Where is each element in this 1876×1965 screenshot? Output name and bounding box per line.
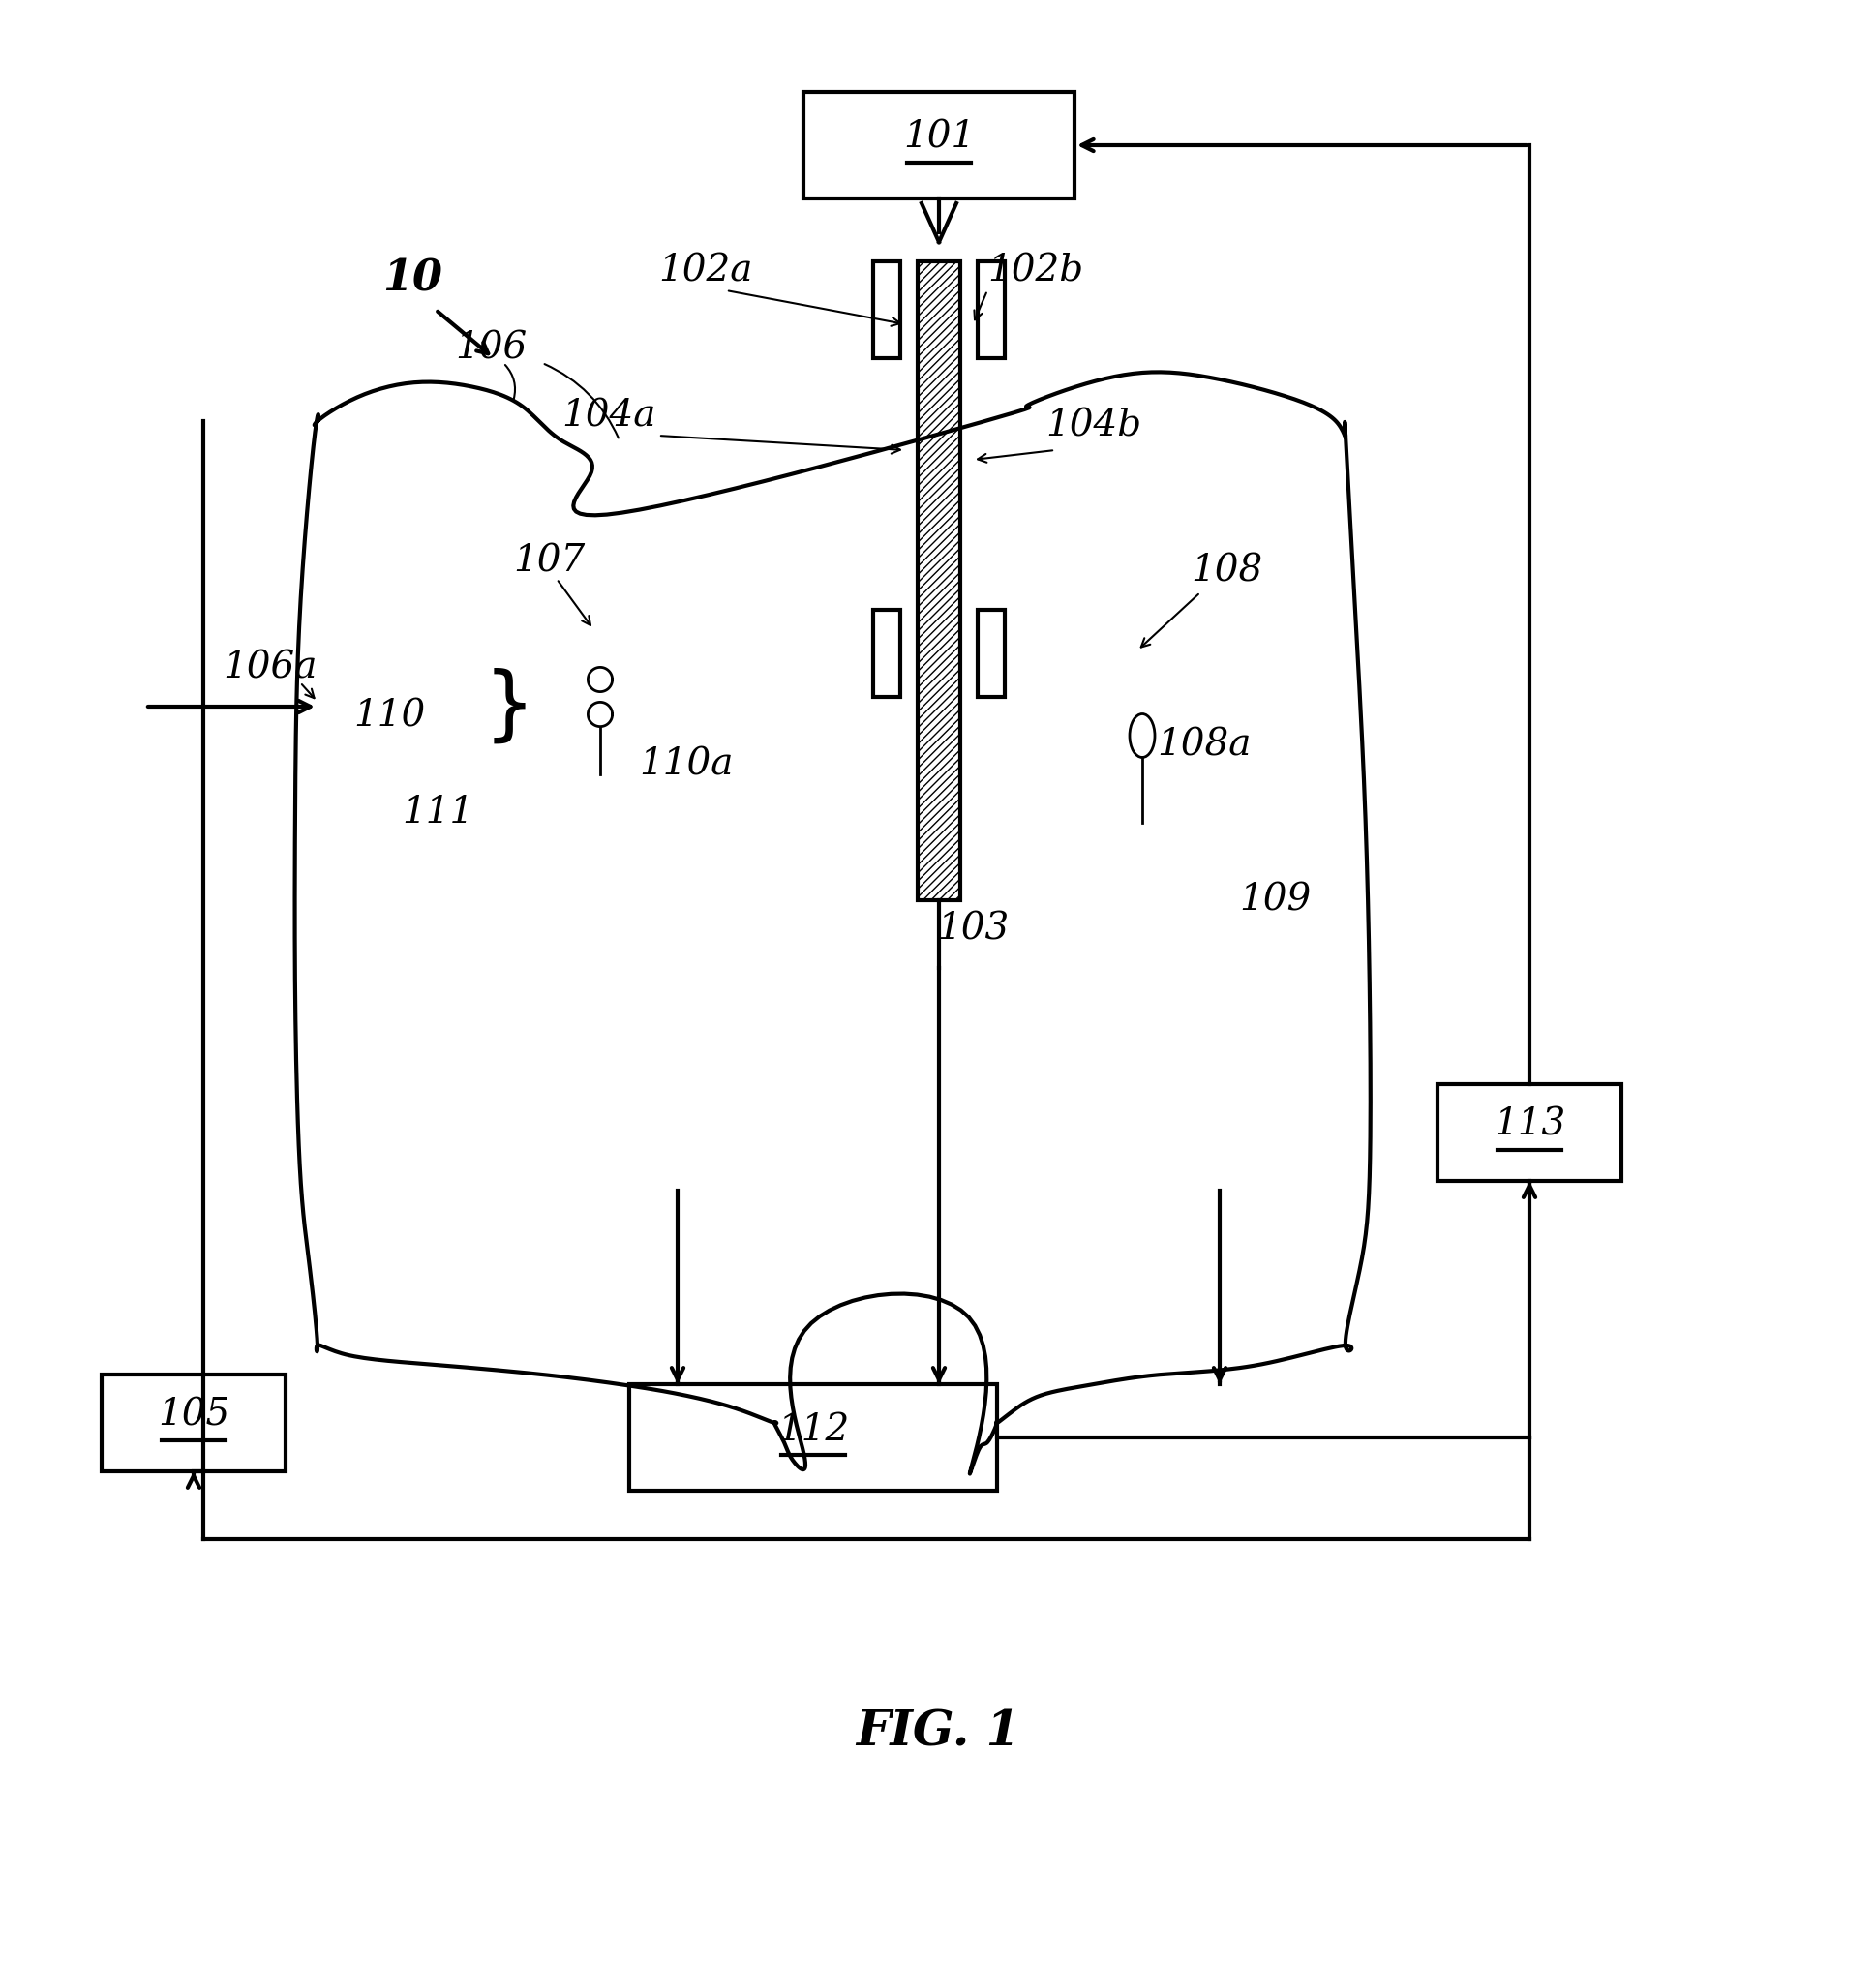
Bar [872, 609, 900, 698]
Text: 104a: 104a [561, 397, 657, 434]
Text: 109: 109 [1238, 882, 1311, 918]
Text: 108: 108 [1191, 552, 1263, 590]
Text: 107: 107 [512, 542, 585, 580]
Text: FIG. 1: FIG. 1 [855, 1710, 1021, 1757]
Bar [917, 261, 961, 900]
Bar [803, 92, 1075, 198]
Text: 106: 106 [456, 330, 527, 365]
Text: 113: 113 [1493, 1106, 1565, 1144]
Text: 101: 101 [902, 120, 976, 155]
Bar [101, 1376, 285, 1472]
Bar [628, 1383, 996, 1491]
Text: 104b: 104b [1045, 407, 1141, 444]
Bar [872, 261, 900, 358]
Text: 106a: 106a [223, 650, 317, 686]
Text: 103: 103 [936, 912, 1009, 947]
Text: 108a: 108a [1157, 727, 1251, 762]
Text: }: } [484, 668, 535, 747]
Text: 102b: 102b [987, 253, 1082, 289]
Bar [1437, 1085, 1621, 1181]
Text: 111: 111 [401, 794, 473, 831]
Bar [977, 609, 1006, 698]
Text: 112: 112 [777, 1411, 850, 1448]
Ellipse shape [1129, 713, 1156, 757]
Text: 105: 105 [158, 1397, 229, 1432]
Text: 110a: 110a [640, 747, 734, 782]
Bar [977, 261, 1006, 358]
Text: 10: 10 [383, 257, 443, 299]
Text: 102a: 102a [658, 253, 752, 289]
Text: 110: 110 [353, 698, 426, 733]
